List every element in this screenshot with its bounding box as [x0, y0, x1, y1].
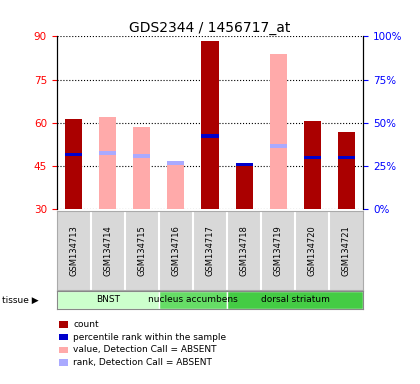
- Bar: [134, 127, 150, 209]
- Text: nucleus accumbens: nucleus accumbens: [148, 295, 238, 305]
- Bar: [99, 151, 116, 155]
- Bar: [236, 163, 252, 166]
- Text: GSM134719: GSM134719: [274, 225, 283, 276]
- Bar: [65, 153, 82, 156]
- Bar: [304, 121, 321, 209]
- Text: percentile rank within the sample: percentile rank within the sample: [73, 333, 226, 342]
- Bar: [202, 41, 218, 209]
- Text: count: count: [73, 320, 99, 329]
- Bar: [270, 144, 287, 148]
- Text: tissue ▶: tissue ▶: [2, 295, 39, 305]
- Text: GDS2344 / 1456717_at: GDS2344 / 1456717_at: [129, 21, 291, 35]
- Bar: [134, 154, 150, 158]
- Text: GSM134714: GSM134714: [103, 225, 112, 276]
- Bar: [236, 165, 252, 209]
- Text: GSM134716: GSM134716: [171, 225, 181, 276]
- Bar: [270, 54, 287, 209]
- Bar: [99, 117, 116, 209]
- Bar: [57, 291, 159, 309]
- Bar: [227, 291, 363, 309]
- Bar: [338, 132, 355, 209]
- Bar: [65, 119, 82, 209]
- Bar: [304, 156, 321, 159]
- Text: GSM134720: GSM134720: [308, 225, 317, 276]
- Bar: [202, 134, 218, 137]
- Bar: [168, 162, 184, 165]
- Text: rank, Detection Call = ABSENT: rank, Detection Call = ABSENT: [73, 358, 212, 367]
- Text: GSM134721: GSM134721: [342, 225, 351, 276]
- Text: GSM134715: GSM134715: [137, 225, 146, 276]
- Text: GSM134717: GSM134717: [205, 225, 215, 276]
- Bar: [338, 156, 355, 159]
- Bar: [159, 291, 227, 309]
- Text: value, Detection Call = ABSENT: value, Detection Call = ABSENT: [73, 345, 217, 354]
- Bar: [168, 162, 184, 209]
- Text: BNST: BNST: [96, 295, 120, 305]
- Text: dorsal striatum: dorsal striatum: [261, 295, 330, 305]
- Text: GSM134718: GSM134718: [239, 225, 249, 276]
- Text: GSM134713: GSM134713: [69, 225, 78, 276]
